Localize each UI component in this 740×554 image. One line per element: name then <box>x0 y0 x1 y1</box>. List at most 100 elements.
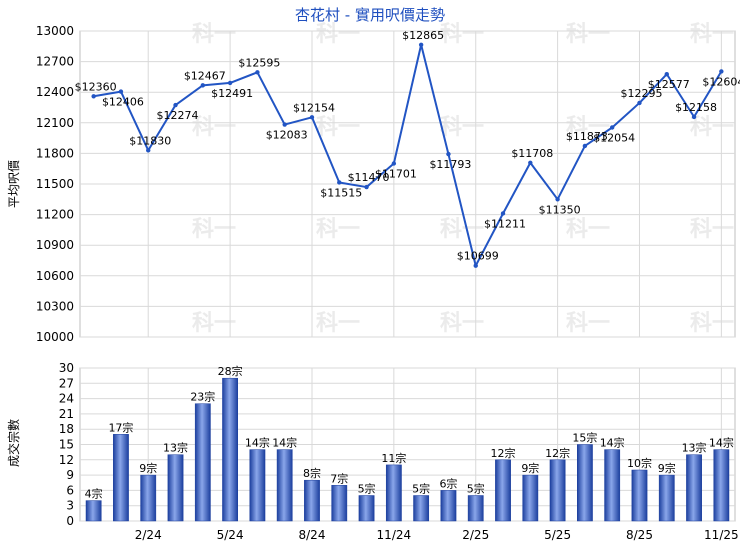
line-point <box>200 83 206 88</box>
line-data-label: $11515 <box>320 186 362 199</box>
bar-y-tick-label: 30 <box>59 361 74 375</box>
line-data-label: $12491 <box>211 87 253 100</box>
bar-data-label: 12宗 <box>545 446 570 460</box>
bar-data-label: 11宗 <box>381 451 406 465</box>
bar-data-label: 13宗 <box>682 441 707 455</box>
line-data-label: $11211 <box>484 217 526 230</box>
bar-data-label: 14宗 <box>709 436 734 450</box>
bar-mark <box>413 495 430 522</box>
bar-data-label: 6宗 <box>439 476 457 490</box>
line-point <box>691 114 697 120</box>
line-data-label: $11708 <box>511 147 553 160</box>
watermark-text: 科一 <box>690 311 734 336</box>
bar-y-tick-label: 6 <box>66 483 74 497</box>
bar-data-label: 14宗 <box>245 436 270 450</box>
line-point <box>555 197 560 202</box>
line-point <box>364 184 369 190</box>
line-y-axis-label: 平均呎價 <box>7 160 21 208</box>
watermark-text: 科一 <box>690 115 734 140</box>
bar-mark <box>686 454 702 522</box>
bar-mark <box>467 495 484 522</box>
line-point <box>719 69 724 74</box>
line-point <box>500 211 506 216</box>
line-data-label: $12360 <box>75 80 117 93</box>
line-data-label: $12158 <box>675 101 717 114</box>
chart-title: 杏花村 - 實用呎價走勢 <box>295 6 445 24</box>
line-point <box>418 42 424 47</box>
bar-data-label: 17宗 <box>108 420 133 434</box>
bar-mark <box>358 495 375 522</box>
watermark-text: 科一 <box>316 22 360 47</box>
bar-mark <box>304 479 320 522</box>
line-data-label: $12577 <box>648 78 690 91</box>
bar-mark <box>440 490 457 522</box>
bar-mark <box>167 454 184 522</box>
line-data-label: $11350 <box>539 203 581 216</box>
line-point <box>637 100 642 106</box>
bar-data-label: 28宗 <box>218 364 243 378</box>
bar-data-label: 9宗 <box>658 461 676 475</box>
bar-mark <box>194 403 211 522</box>
line-data-label: $12467 <box>184 69 226 82</box>
bar-y-tick-label: 9 <box>66 468 74 482</box>
line-data-label: $12295 <box>620 87 662 100</box>
bar-data-label: 5宗 <box>467 482 485 496</box>
line-data-label: $12154 <box>293 101 335 114</box>
x-tick-label: 8/25 <box>626 528 653 542</box>
bar-data-label: 5宗 <box>412 482 430 496</box>
x-tick-label: 5/24 <box>217 528 244 542</box>
x-tick-label: 2/24 <box>135 528 162 542</box>
watermark-text: 科一 <box>440 22 484 47</box>
bar-mark <box>658 474 675 522</box>
bar-mark <box>522 474 539 522</box>
bar-y-tick-label: 3 <box>66 499 74 513</box>
bar-data-label: 8宗 <box>303 466 321 480</box>
line-point <box>528 160 533 165</box>
bar-y-tick-label: 18 <box>59 422 74 436</box>
watermark-text: 科一 <box>316 311 360 336</box>
line-data-label: $12595 <box>238 56 280 69</box>
line-y-tick-label: 11500 <box>36 177 74 191</box>
line-y-tick-label: 10600 <box>36 269 74 283</box>
bar-data-label: 9宗 <box>139 461 157 475</box>
line-data-label: $12083 <box>266 129 308 142</box>
line-point <box>337 180 342 185</box>
line-point <box>282 122 287 127</box>
line-data-label: $11830 <box>129 134 171 147</box>
line-y-tick-label: 10000 <box>36 330 74 344</box>
line-data-label: $11873 <box>566 130 608 143</box>
watermark-text: 科一 <box>566 217 610 242</box>
line-y-tick-label: 11800 <box>36 146 74 160</box>
line-data-label: $12604 <box>702 75 740 88</box>
line-data-label: $11470 <box>348 171 390 184</box>
bar-data-label: 9宗 <box>521 461 539 475</box>
x-tick-label: 11/25 <box>704 528 739 542</box>
bar-y-tick-label: 27 <box>59 376 74 390</box>
line-point <box>173 102 178 108</box>
watermark-text: 科一 <box>440 311 484 336</box>
watermark-text: 科一 <box>440 115 484 140</box>
bar-mark <box>113 434 129 522</box>
watermark-text: 科一 <box>440 217 484 242</box>
line-y-tick-label: 13000 <box>36 24 74 38</box>
line-y-tick-label: 10300 <box>36 299 74 313</box>
x-tick-label: 11/24 <box>377 528 412 542</box>
bar-data-label: 12宗 <box>491 446 516 460</box>
bar-mark <box>713 449 730 522</box>
bar-mark <box>495 459 511 522</box>
bar-y-tick-label: 12 <box>59 453 74 467</box>
line-point <box>609 125 615 130</box>
line-point <box>664 71 669 77</box>
line-data-label: $12054 <box>593 131 635 144</box>
bar-mark <box>140 474 157 522</box>
line-point <box>473 263 478 268</box>
line-y-tick-label: 11200 <box>36 208 74 222</box>
line-y-tick-label: 12700 <box>36 55 74 69</box>
watermark-text: 科一 <box>192 115 236 140</box>
bar-mark <box>604 449 621 522</box>
bar-mark <box>249 449 266 522</box>
watermark-text: 科一 <box>566 115 610 140</box>
bar-y-tick-label: 0 <box>66 514 74 528</box>
